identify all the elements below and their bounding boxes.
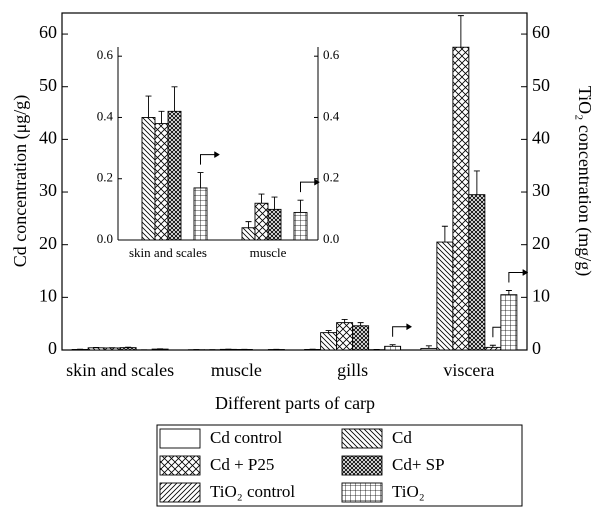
bar [103, 347, 121, 351]
y-tick-label: 40 [39, 128, 57, 148]
error-bar [505, 290, 512, 295]
axis-arrow [200, 154, 215, 165]
legend-swatch [341, 455, 383, 476]
y2-tick-label: 0 [532, 338, 541, 358]
legend-label: TiO₂ control [210, 482, 295, 501]
x-tick-label: skin and scales [66, 360, 174, 380]
legend-label: Cd+ SP [392, 455, 445, 474]
y2-tick-label: 50 [532, 75, 550, 95]
bar [452, 46, 470, 351]
y-tick-label: 30 [39, 180, 57, 200]
y-tick-label: 50 [39, 75, 57, 95]
error-bar [271, 196, 278, 210]
error-bar [425, 345, 432, 349]
bar [241, 227, 256, 241]
legend-swatch [341, 428, 383, 449]
y2-tick-label: 30 [532, 180, 550, 200]
y2-tick-label: 0.2 [323, 170, 339, 185]
plot-frame [61, 12, 528, 351]
y-tick-label: 0.2 [97, 170, 113, 185]
legend-label: TiO₂ [392, 482, 425, 501]
bar [384, 345, 402, 351]
legend-label: Cd [392, 428, 412, 447]
y2-tick-label: 10 [532, 285, 550, 305]
axis-arrow [300, 181, 315, 193]
error-bar [441, 225, 448, 243]
error-bar [489, 344, 496, 348]
x-tick-label: gills [337, 360, 368, 380]
bar [293, 211, 308, 241]
bar [267, 208, 282, 241]
bar [87, 347, 105, 351]
y2-tick-label: 60 [532, 22, 550, 42]
legend-label: Cd control [210, 428, 283, 447]
legend-swatch [159, 428, 201, 449]
axis-arrow-head [522, 269, 529, 276]
y2-tick-label: 40 [532, 128, 550, 148]
bar [336, 322, 354, 351]
error-bar [457, 15, 464, 48]
bar [254, 202, 269, 241]
error-bar [158, 110, 165, 124]
x-tick-label: skin and scales [129, 245, 207, 260]
axis-arrow [508, 271, 523, 283]
legend-swatch [159, 455, 201, 476]
error-bar [389, 344, 396, 347]
y-tick-label: 60 [39, 22, 57, 42]
bar [119, 347, 137, 351]
bar [141, 117, 156, 241]
bar [154, 123, 169, 241]
y2-tick-label: 0.0 [323, 231, 339, 246]
bar [193, 187, 208, 241]
axis-arrow-head [406, 323, 413, 331]
y-axis-label: Cd concentration (μg/g) [10, 95, 31, 268]
error-bar [171, 86, 178, 112]
error-bar [245, 221, 252, 228]
error-bar [325, 330, 332, 333]
bar [420, 347, 438, 351]
y2-axis-label: TiO₂ concentration (mg/g) [574, 86, 595, 277]
y-tick-label: 0 [48, 338, 57, 358]
x-tick-label: viscera [443, 360, 494, 380]
x-axis-label: Different parts of carp [215, 393, 375, 413]
bar [320, 332, 338, 351]
x-tick-label: muscle [250, 245, 287, 260]
y-tick-label: 10 [39, 285, 57, 305]
y-tick-label: 0.4 [97, 108, 114, 123]
bar [500, 294, 518, 351]
y-tick-label: 0.6 [97, 47, 114, 62]
bar [352, 325, 370, 351]
y-tick-label: 20 [39, 233, 57, 253]
bar [484, 346, 502, 351]
y2-tick-label: 0.6 [323, 47, 340, 62]
axis-arrow-head [214, 151, 220, 159]
legend-swatch [341, 482, 383, 503]
legend-box [156, 424, 523, 507]
y2-tick-label: 0.4 [323, 108, 340, 123]
bar [436, 241, 454, 351]
error-bar [145, 95, 152, 118]
bar [468, 194, 486, 351]
error-bar [473, 170, 480, 195]
error-bar [197, 172, 204, 188]
legend-swatch [159, 482, 201, 503]
axis-arrow [392, 326, 407, 337]
error-bar [341, 319, 348, 323]
axis-arrow-head [314, 178, 320, 186]
error-bar [357, 322, 364, 326]
y2-tick-label: 20 [532, 233, 550, 253]
bar [167, 110, 182, 241]
error-bar [258, 193, 265, 204]
legend-label: Cd + P25 [210, 455, 274, 474]
y-tick-label: 0.0 [97, 231, 113, 246]
x-tick-label: muscle [211, 360, 262, 380]
error-bar [297, 199, 304, 213]
